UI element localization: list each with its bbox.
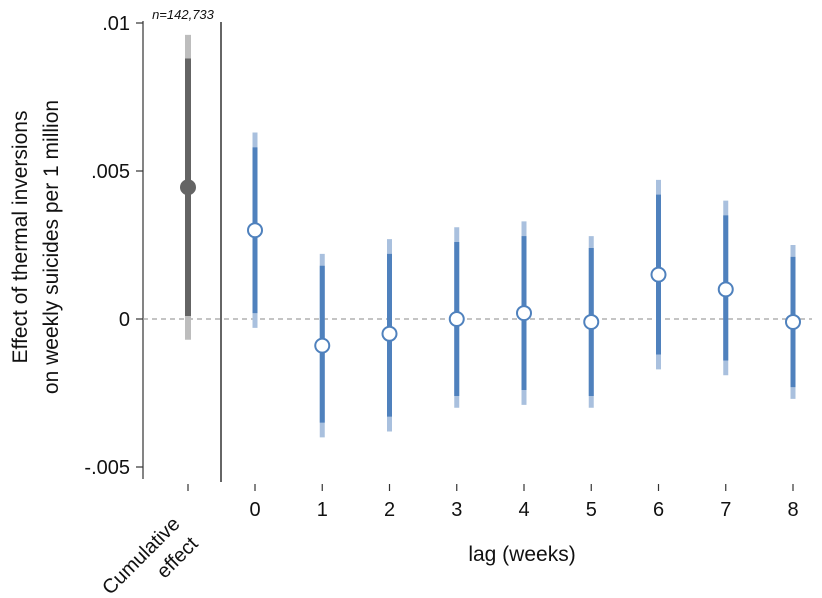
y-tick-label: -.005 — [84, 457, 130, 479]
lag-point — [717, 281, 734, 298]
x-tick-label: 2 — [384, 499, 395, 521]
x-axis-title: lag (weeks) — [468, 543, 575, 566]
x-tick-label: 1 — [317, 499, 328, 521]
marks-layer — [180, 34, 801, 438]
axes-layer: -.005 0 .005 .01 0 1 2 3 4 5 6 7 8 — [84, 13, 812, 521]
labels-layer: n=142,733 Effect of thermal inversions o… — [9, 7, 576, 598]
lag-point — [314, 337, 331, 354]
lag-point — [583, 313, 600, 330]
x-tick-label: 0 — [249, 499, 260, 521]
y-tick-label: .01 — [102, 13, 130, 35]
x-tick-label: 8 — [787, 499, 798, 521]
x-tick-label: 7 — [720, 499, 731, 521]
sample-size-annotation: n=142,733 — [152, 7, 215, 22]
y-tick-label: .005 — [91, 161, 130, 183]
lag-point — [785, 313, 801, 330]
x-tick-label: 3 — [451, 499, 462, 521]
x-tick-label: 4 — [518, 499, 529, 521]
y-tick-label: 0 — [119, 309, 130, 331]
lag-point — [247, 222, 263, 239]
y-axis-title-line-2: on weekly suicides per 1 million — [40, 100, 63, 394]
lag-point — [650, 266, 667, 283]
cumulative-point — [180, 179, 196, 196]
x-tick-label: 6 — [653, 499, 664, 521]
lag-point — [448, 311, 465, 327]
y-axis-title-line-1: Effect of thermal inversions — [9, 111, 32, 364]
x-tick-label: 5 — [586, 499, 597, 521]
lag-point — [381, 325, 398, 342]
lag-point — [516, 305, 532, 322]
